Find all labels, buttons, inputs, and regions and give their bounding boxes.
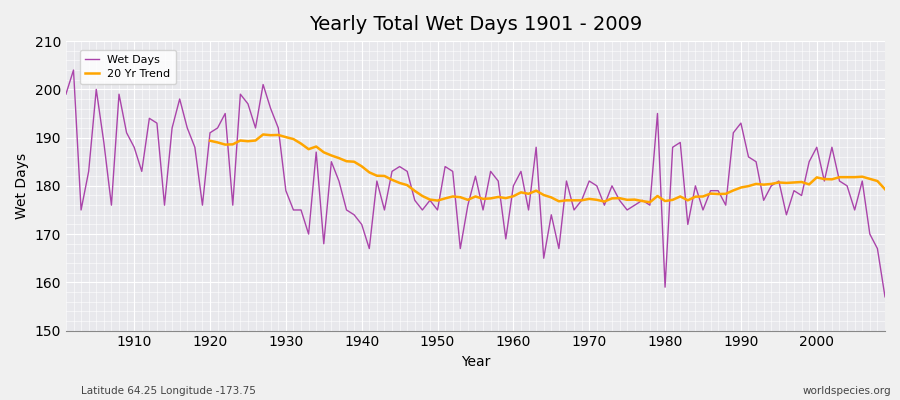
Wet Days [295,208,306,212]
Text: Latitude 64.25 Longitude -173.75: Latitude 64.25 Longitude -173.75 [81,386,256,396]
20 Yr Trend [864,176,875,181]
20 Yr Trend [690,194,701,199]
Text: worldspecies.org: worldspecies.org [803,386,891,396]
Y-axis label: Wet Days: Wet Days [15,153,29,219]
20 Yr Trend [417,194,428,198]
Wet Days [607,184,617,188]
20 Yr Trend [644,200,655,205]
Wet Days [516,169,526,174]
Title: Yearly Total Wet Days 1901 - 2009: Yearly Total Wet Days 1901 - 2009 [309,15,642,34]
Wet Days [341,208,352,212]
X-axis label: Year: Year [461,355,491,369]
Wet Days [508,184,518,188]
Legend: Wet Days, 20 Yr Trend: Wet Days, 20 Yr Trend [80,50,176,84]
20 Yr Trend [879,187,890,192]
20 Yr Trend [204,138,215,143]
Wet Days [129,145,140,150]
Wet Days [879,294,890,299]
20 Yr Trend [781,180,792,185]
20 Yr Trend [796,180,807,184]
20 Yr Trend [303,147,314,152]
20 Yr Trend [257,132,268,137]
Line: 20 Yr Trend: 20 Yr Trend [210,134,885,202]
Wet Days [68,68,79,72]
Line: Wet Days: Wet Days [66,70,885,297]
Wet Days [60,92,71,96]
